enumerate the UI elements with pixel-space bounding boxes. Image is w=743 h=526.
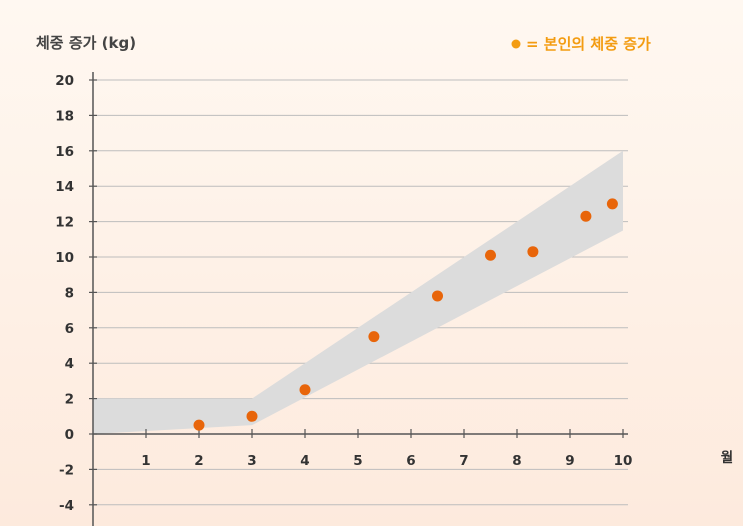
x-tick-label: 9 [565, 453, 574, 469]
y-axis-title: 체중 증가 (kg) [36, 34, 136, 52]
y-tick-label: 0 [65, 427, 74, 443]
y-tick-label: 18 [55, 108, 74, 124]
x-tick-label: 6 [406, 453, 415, 469]
y-tick-label: 8 [65, 285, 74, 301]
x-tick-label: 7 [459, 453, 468, 469]
x-tick-label: 8 [512, 453, 521, 469]
y-tick-label: 12 [55, 215, 74, 231]
data-point [580, 210, 592, 222]
y-tick-label: 14 [55, 179, 74, 195]
data-point [527, 246, 539, 258]
x-tick-label: 4 [300, 453, 309, 469]
data-point [299, 384, 311, 396]
data-point [606, 198, 618, 210]
reference-band [93, 150, 623, 435]
legend: = 본인의 체중 증가 [511, 35, 651, 53]
legend-label: = 본인의 체중 증가 [526, 35, 651, 53]
y-tick-label: -4 [59, 498, 74, 514]
data-point [193, 419, 205, 431]
grid-layer [93, 79, 628, 506]
point-layer [193, 198, 618, 431]
x-tick-label: 3 [247, 453, 256, 469]
data-point [368, 331, 380, 343]
y-tick-label: 6 [65, 321, 74, 337]
x-tick-label: 1 [141, 453, 150, 469]
y-tick-label: 10 [55, 250, 74, 266]
y-tick-label: 4 [65, 356, 74, 372]
x-tick-label: 2 [194, 453, 203, 469]
x-tick-label: 10 [614, 453, 633, 469]
legend-marker [511, 39, 521, 49]
y-tick-label: 20 [55, 73, 74, 89]
data-point [432, 290, 443, 302]
y-tick-label: 2 [65, 392, 74, 408]
x-axis-unit: 월 [721, 449, 733, 466]
x-tick-label: 5 [353, 453, 362, 469]
y-tick-label: 16 [55, 144, 74, 160]
data-point [485, 249, 496, 261]
band-layer [93, 150, 623, 435]
y-tick-label: -2 [59, 462, 74, 478]
axis-layer [89, 72, 628, 526]
data-point [246, 410, 258, 422]
